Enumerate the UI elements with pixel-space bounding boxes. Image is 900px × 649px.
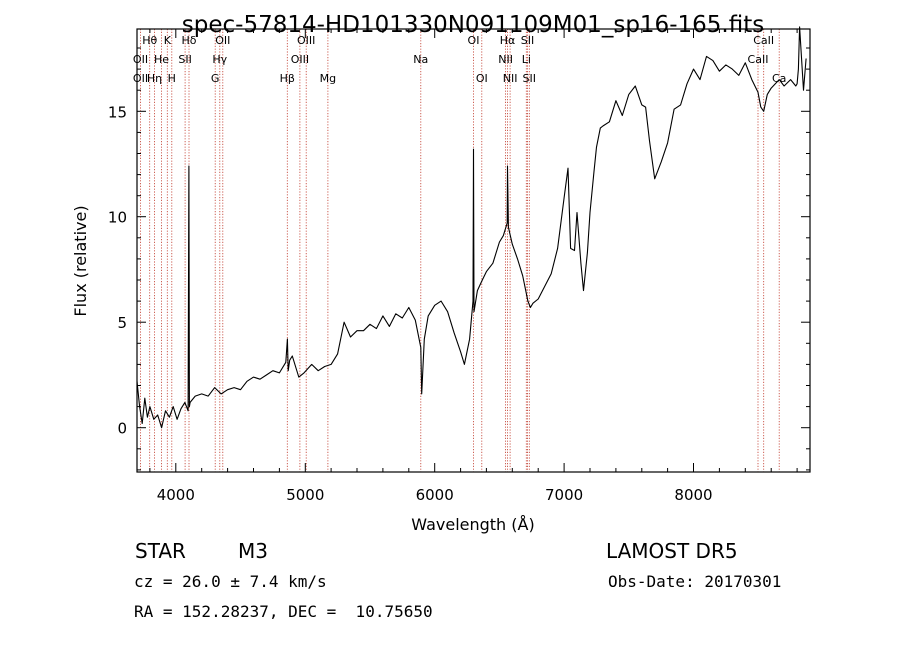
y-tick-label: 5	[117, 314, 127, 332]
x-tick-label: 6000	[416, 486, 454, 504]
line-label: CaII	[753, 34, 774, 47]
line-label: He	[154, 53, 169, 66]
y-tick-label: 15	[108, 103, 127, 121]
line-label: Hβ	[280, 72, 295, 85]
line-label: OI	[476, 72, 488, 85]
y-axis-label: Flux (relative)	[71, 205, 90, 316]
line-label: Li	[522, 53, 531, 66]
object-subclass: M3	[238, 539, 268, 563]
series-layer	[136, 26, 807, 429]
line-label: Hθ	[142, 34, 157, 47]
line-label: Hδ	[181, 34, 196, 47]
line-label: H	[168, 72, 176, 85]
chart-title: spec-57814-HD101330N091109M01_sp16-165.f…	[182, 12, 764, 38]
line-label: OIII	[297, 34, 315, 47]
line-label: OII	[215, 34, 230, 47]
x-tick-label: 8000	[674, 486, 712, 504]
y-tick-label: 10	[108, 209, 127, 227]
plot-frame	[136, 28, 811, 473]
line-label: NII	[503, 72, 518, 85]
x-tick-label: 7000	[545, 486, 583, 504]
survey-name: LAMOST DR5	[606, 539, 738, 563]
axis-ticks: 4000 5000 6000 7000 8000 0 5 10 15	[108, 29, 810, 504]
line-label: SII	[521, 34, 534, 47]
line-label: Ca	[772, 72, 786, 85]
line-label: OII	[133, 72, 148, 85]
line-label: G	[211, 72, 220, 85]
x-axis-label: Wavelength (Å)	[411, 515, 534, 534]
line-label: OI	[468, 34, 480, 47]
observation-date: Obs-Date: 20170301	[608, 572, 782, 591]
line-label: Na	[413, 53, 428, 66]
line-label: SII	[178, 53, 191, 66]
y-tick-label: 0	[117, 420, 127, 438]
line-labels: Hθ K Hδ OII OIII OI Hα SII CaII OII He SII Hγ OIII Na N…	[133, 34, 786, 85]
line-label: K	[164, 34, 172, 47]
line-label: Mg	[320, 72, 336, 85]
line-label: CaII	[748, 53, 769, 66]
redshift-cz: cz = 26.0 ± 7.4 km/s	[134, 572, 327, 591]
object-class: STAR	[135, 539, 186, 563]
spectrum-series-line	[136, 26, 807, 429]
line-label: Hα	[500, 34, 516, 47]
line-label: OII	[133, 53, 148, 66]
coordinates: RA = 152.28237, DEC = 10.75650	[134, 602, 433, 621]
line-label: SII	[523, 72, 536, 85]
x-tick-label: 4000	[157, 486, 195, 504]
x-tick-label: 5000	[286, 486, 324, 504]
line-label: OIII	[291, 53, 309, 66]
line-label: NII	[498, 53, 513, 66]
line-label: Hγ	[212, 53, 227, 66]
line-label: Hη	[147, 72, 162, 85]
